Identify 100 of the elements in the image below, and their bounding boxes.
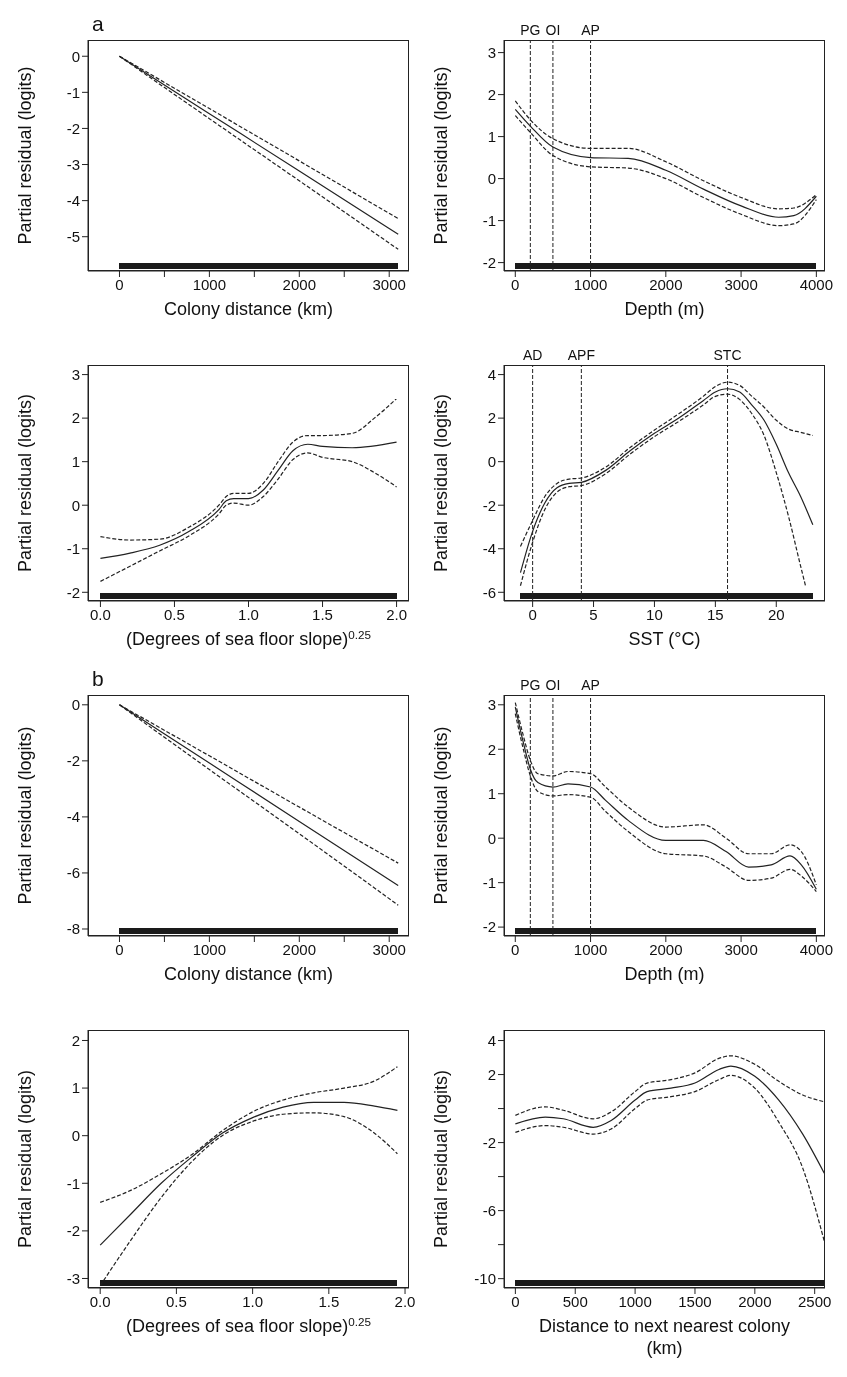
x-tick-label: 1500 xyxy=(678,1292,712,1310)
x-tick-label: 0 xyxy=(115,940,124,958)
x-tick-label: 3000 xyxy=(372,275,406,293)
y-tick-label: -4 xyxy=(66,808,80,826)
y-tick-label: 2 xyxy=(487,409,496,427)
x-tick-label: 0 xyxy=(115,275,124,293)
y-tick-label: -3 xyxy=(66,1269,80,1287)
ref-line-label: AP xyxy=(581,677,600,693)
y-tick-label: -2 xyxy=(482,1133,496,1151)
x-axis-title: SST (°C) xyxy=(628,629,701,649)
x-tick-label: 10 xyxy=(646,605,663,623)
ref-line-label: STC xyxy=(713,347,742,363)
y-tick-label: -1 xyxy=(66,1174,80,1192)
x-tick-label: 2000 xyxy=(738,1292,772,1310)
y-tick-label: 1 xyxy=(487,127,496,145)
ref-line-label: AD xyxy=(522,347,543,363)
x-tick-label: 4000 xyxy=(799,940,834,958)
y-tick-label: -2 xyxy=(482,918,496,936)
x-tick-label: 2000 xyxy=(649,275,683,293)
y-axis-title: Partial residual (logits) xyxy=(14,1069,35,1249)
y-tick-label: 1 xyxy=(71,452,80,470)
y-axis-title: Partial residual (logits) xyxy=(430,66,451,245)
ref-line-label: OI xyxy=(545,22,561,38)
y-tick-label: 0 xyxy=(71,496,80,514)
x-tick-label: 1.5 xyxy=(312,605,333,623)
y-tick-label: -2 xyxy=(66,1222,80,1240)
x-tick-label: 1000 xyxy=(573,940,608,958)
x-tick-label: 0.0 xyxy=(89,1292,111,1310)
ref-line-label: APF xyxy=(567,347,595,363)
y-axis-title: Partial residual (logits) xyxy=(430,726,451,905)
x-axis-title: (Degrees of sea floor slope)$^{0.25}$ xyxy=(126,627,372,649)
x-tick-label: 0 xyxy=(528,605,537,623)
y-tick-label: -1 xyxy=(482,211,496,229)
y-tick-label: 0 xyxy=(487,169,496,187)
y-axis-title: Partial residual (logits) xyxy=(14,66,35,245)
x-tick-label: 2000 xyxy=(282,275,316,293)
y-tick-label: -6 xyxy=(482,1201,496,1219)
text: a xyxy=(92,12,104,36)
y-tick-label: 2 xyxy=(487,1065,496,1083)
y-axis-title: Partial residual (logits) xyxy=(14,726,35,905)
y-tick-label: 2 xyxy=(71,409,80,427)
y-tick-label: 2 xyxy=(71,1031,80,1049)
y-tick-label: -3 xyxy=(66,155,80,173)
x-tick-label: 2000 xyxy=(649,940,683,958)
y-tick-label: -2 xyxy=(66,752,80,770)
x-tick-label: 4000 xyxy=(799,275,834,293)
x-tick-label: 2500 xyxy=(798,1292,832,1310)
y-tick-label: -4 xyxy=(482,540,496,558)
y-tick-label: -8 xyxy=(66,920,80,938)
ref-line-label: PG xyxy=(520,677,541,693)
y-tick-label: 1 xyxy=(71,1079,80,1097)
y-axis-title: Partial residual (logits) xyxy=(430,1069,451,1249)
x-tick-label: 2000 xyxy=(282,940,316,958)
y-tick-label: 2 xyxy=(487,85,496,103)
y-tick-label: -2 xyxy=(482,253,496,271)
x-tick-label: 0.5 xyxy=(165,1292,187,1310)
x-tick-label: 1000 xyxy=(618,1292,652,1310)
x-tick-label: 5 xyxy=(589,605,598,623)
y-tick-label: 2 xyxy=(487,740,496,758)
x-tick-label: 3000 xyxy=(724,275,758,293)
y-tick-label: -1 xyxy=(482,873,496,891)
y-tick-label: 0 xyxy=(71,47,80,65)
x-axis-title: Colony distance (km) xyxy=(163,964,334,984)
x-tick-label: 3000 xyxy=(724,940,758,958)
y-tick-label: 3 xyxy=(71,365,80,383)
y-tick-label: -5 xyxy=(66,228,80,246)
x-tick-label: 15 xyxy=(707,605,724,623)
text: b xyxy=(92,667,104,691)
y-tick-label: 0 xyxy=(487,829,496,847)
y-tick-label: 1 xyxy=(487,785,496,803)
y-tick-label: 4 xyxy=(487,1031,496,1049)
x-tick-label: 1000 xyxy=(573,275,608,293)
x-tick-label: 0 xyxy=(511,940,520,958)
y-axis-title: Partial residual (logits) xyxy=(430,393,451,573)
y-tick-label: -10 xyxy=(474,1269,496,1287)
x-tick-label: 1.0 xyxy=(242,1292,264,1310)
x-axis-title: Depth (m) xyxy=(624,964,705,984)
y-tick-label: -2 xyxy=(66,583,80,601)
x-axis-title: Colony distance (km) xyxy=(163,299,334,319)
x-axis-title: Distance to next nearest colony (km) xyxy=(538,1316,791,1358)
x-tick-label: 500 xyxy=(562,1292,588,1310)
y-tick-label: -2 xyxy=(66,119,80,137)
x-tick-label: 2.0 xyxy=(394,1292,416,1310)
x-tick-label: 1.0 xyxy=(238,605,259,623)
y-tick-label: -1 xyxy=(66,540,80,558)
x-tick-label: 1.5 xyxy=(318,1292,340,1310)
y-tick-label: 4 xyxy=(487,365,496,383)
y-tick-label: 0 xyxy=(71,696,80,714)
x-tick-label: 0.5 xyxy=(164,605,185,623)
y-axis-title: Partial residual (logits) xyxy=(14,393,35,573)
y-tick-label: -6 xyxy=(482,583,496,601)
y-tick-label: -6 xyxy=(66,864,80,882)
x-axis-title: (Degrees of sea floor slope)$^{0.25}$ xyxy=(126,1314,372,1336)
x-tick-label: 2.0 xyxy=(386,605,407,623)
x-tick-label: 0 xyxy=(511,275,520,293)
x-tick-label: 1000 xyxy=(192,940,227,958)
x-axis-title: Depth (m) xyxy=(624,299,705,319)
x-tick-label: 3000 xyxy=(372,940,406,958)
y-tick-label: 3 xyxy=(487,696,496,714)
ref-line-label: AP xyxy=(581,22,600,38)
